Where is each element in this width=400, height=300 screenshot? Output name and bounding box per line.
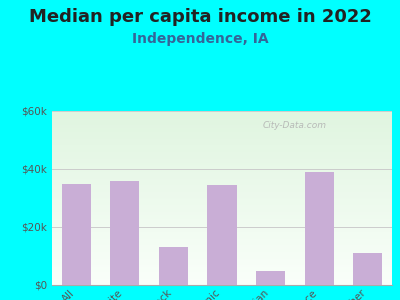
Bar <box>208 185 236 285</box>
Bar <box>62 184 91 285</box>
Text: City-Data.com: City-Data.com <box>263 122 327 130</box>
Bar <box>110 181 140 285</box>
Bar <box>304 172 334 285</box>
Bar <box>159 247 188 285</box>
Bar <box>256 271 285 285</box>
Text: Independence, IA: Independence, IA <box>132 32 268 46</box>
Bar <box>353 253 382 285</box>
Text: Median per capita income in 2022: Median per capita income in 2022 <box>28 8 372 26</box>
